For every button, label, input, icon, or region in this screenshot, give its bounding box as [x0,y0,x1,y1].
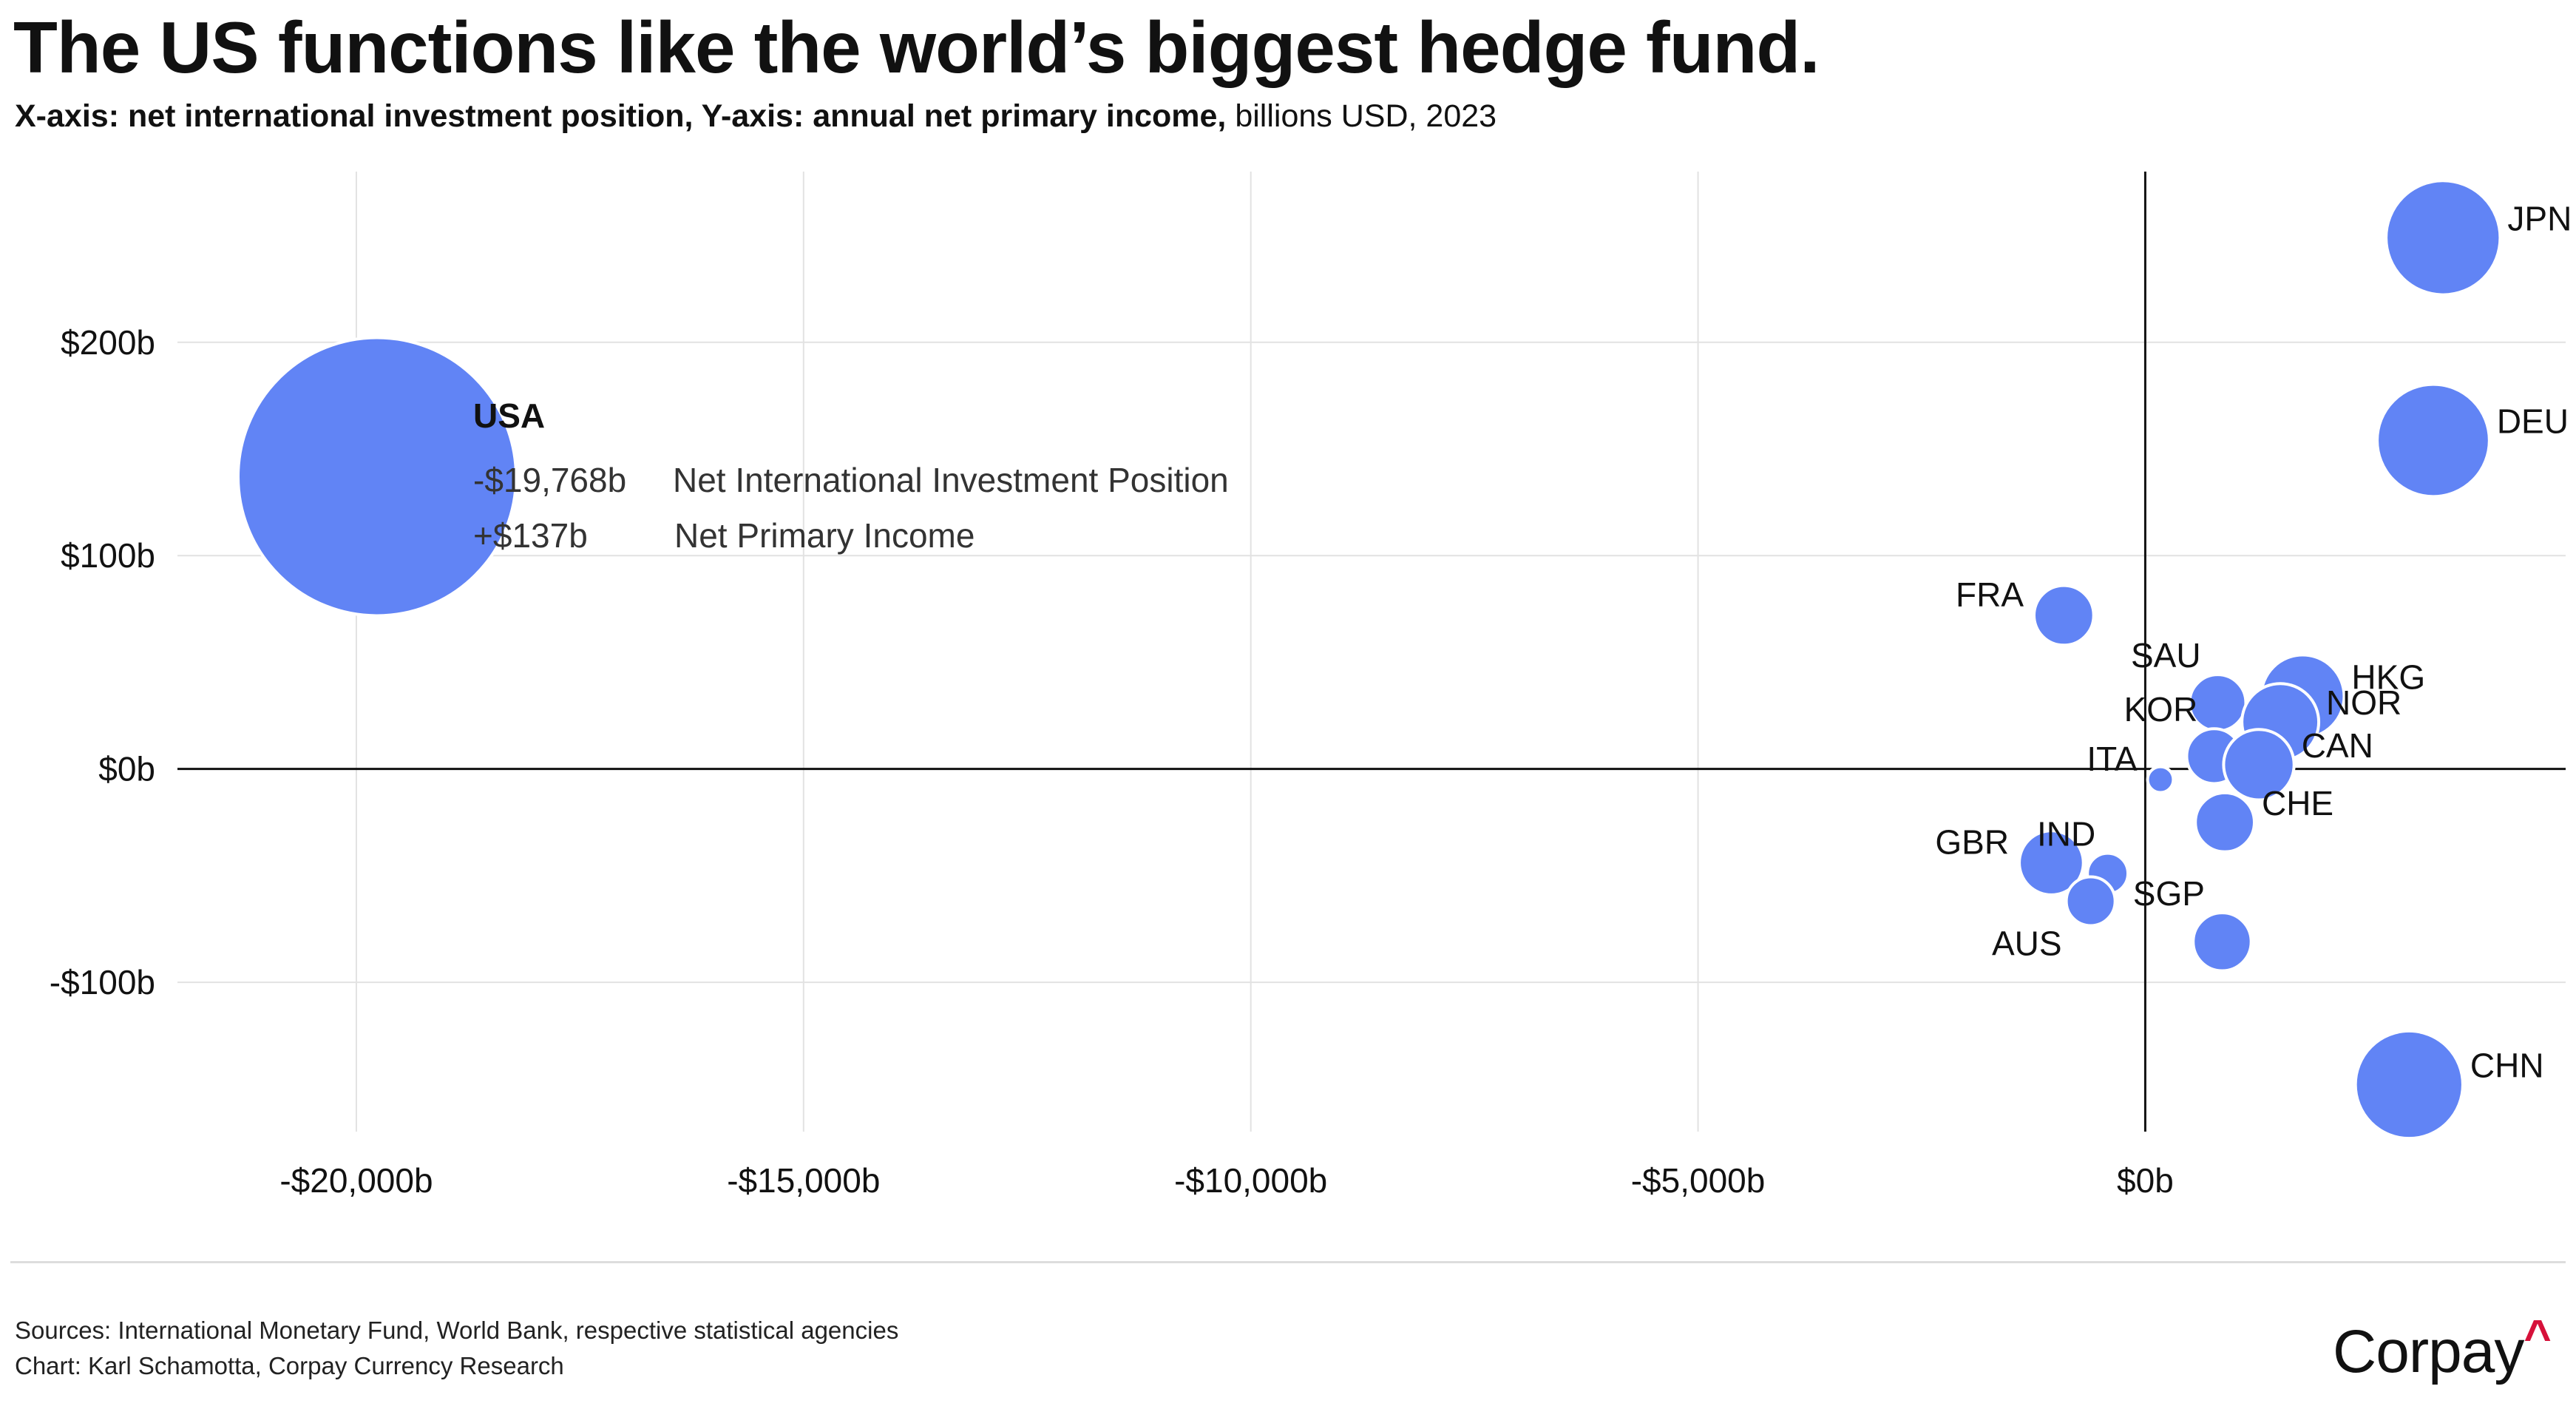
bubble-ita [2146,765,2175,794]
bubble-jpn [2385,179,2502,297]
bubble-label-hkg: HKG [2351,658,2425,697]
brand-caret-icon: ^ [2524,1310,2551,1363]
y-tick-labels: $200b $100b $0b -$100b [50,323,155,1001]
annotation-income-label: Net Primary Income [674,516,975,555]
bubble-labels: JPN DEU FRA HKG SAU NOR KOR CAN ITA CHE IND GBR AUS S… [1935,199,2572,1084]
bubble-fra [2033,584,2095,647]
chart-subtitle: X-axis: net international investment pos… [15,98,1497,136]
bubble-sgp [2192,911,2253,973]
bubble-label-sgp: SGP [2133,874,2205,913]
x-tick-labels: -$20,000b -$15,000b -$10,000b -$5,000b $0b [279,1161,2173,1200]
bubble-label-deu: DEU [2497,402,2569,440]
bubble-label-ind: IND [2037,815,2095,854]
bubble-sau [2188,673,2248,733]
bubble-gbr [2018,829,2085,896]
bubble-usa [237,336,518,618]
brand-name: Corpay [2333,1318,2524,1385]
x-tick-label: $0b [2117,1161,2174,1200]
x-tick-label: -$20,000b [279,1161,433,1200]
bubble-aus [2064,875,2117,927]
credit-text: Chart: Karl Schamotta, Corpay Currency R… [15,1352,564,1379]
annotation-nip-label: Net International Investment Position [673,461,1229,499]
bubbles [237,179,2502,1141]
bubble-can [2222,728,2296,802]
bubble-label-kor: KOR [2124,690,2198,729]
chart-title: The US functions like the world’s bigges… [13,7,1820,88]
x-tick-label: -$10,000b [1174,1161,1327,1200]
bubble-label-gbr: GBR [1935,823,2009,862]
y-tick-label: -$100b [50,963,155,1001]
y-tick-label: $100b [61,536,155,575]
sources-text: Sources: International Monetary Fund, Wo… [15,1317,899,1344]
annotation-nip-value: -$19,768b [473,461,626,499]
bubble-label-chn: CHN [2470,1047,2544,1085]
x-tick-label: -$15,000b [727,1161,880,1200]
bubble-che [2194,791,2256,854]
footer-divider [10,1261,2566,1263]
bubble-label-sau: SAU [2131,636,2201,675]
grid [177,172,2566,1132]
subtitle-units: billions USD, 2023 [1226,98,1497,134]
y-tick-label: $0b [98,750,155,788]
bubble-label-ita: ITA [2087,740,2137,778]
footer-sources: Sources: International Monetary Fund, Wo… [15,1313,898,1384]
annotation-income-value: +$137b [473,516,588,555]
bubble-label-can: CAN [2302,726,2373,765]
bubble-deu [2376,382,2491,499]
bubble-label-nor: NOR [2326,683,2402,722]
bubble-label-che: CHE [2262,784,2333,822]
bubble-chn [2353,1029,2464,1141]
usa-annotation: USA -$19,768b Net International Investme… [473,396,1229,555]
axes [177,172,2566,1132]
x-tick-label: -$5,000b [1631,1161,1766,1200]
y-tick-label: $200b [61,323,155,362]
bubble-label-jpn: JPN [2507,199,2572,237]
annotation-country: USA [473,396,545,435]
bubble-label-fra: FRA [1956,575,2024,614]
bubble-label-aus: AUS [1992,925,2062,963]
corpay-logo: Corpay^ [2333,1309,2552,1387]
subtitle-axes-description: X-axis: net international investment pos… [15,98,1227,134]
